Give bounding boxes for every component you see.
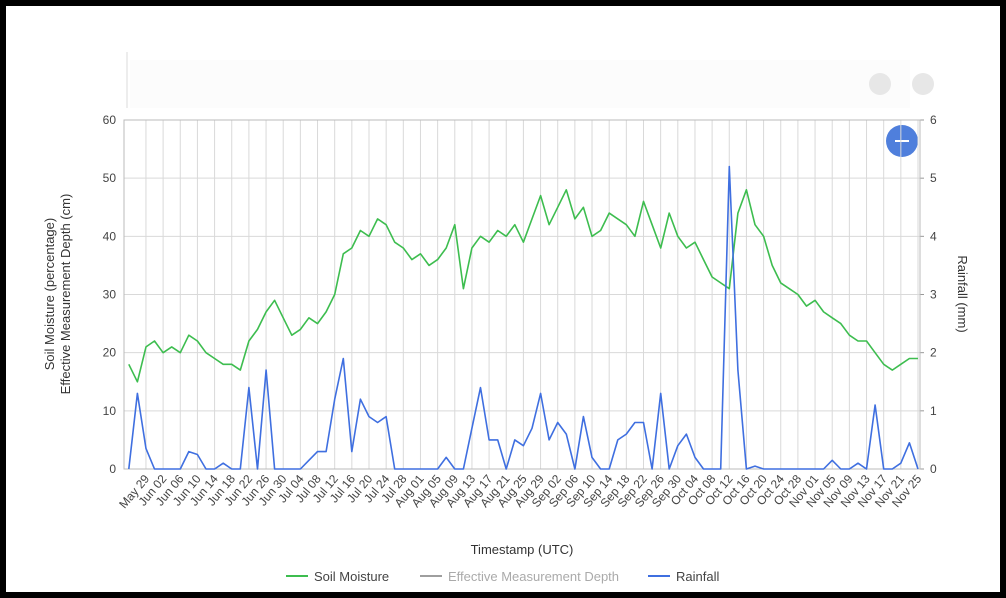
legend-label: Soil Moisture [314, 569, 389, 584]
y-tick-label: 40 [103, 229, 117, 243]
legend-item[interactable]: Rainfall [648, 569, 719, 584]
zoom-out-button[interactable] [886, 125, 918, 157]
legend-label: Effective Measurement Depth [448, 569, 619, 584]
legend-label: Rainfall [676, 569, 719, 584]
plot-border [123, 119, 921, 470]
y-tick-label: 60 [103, 113, 117, 127]
y-axis-title-line: Soil Moisture (percentage) [42, 218, 57, 370]
series-line [128, 165, 919, 470]
y2-tick-label: 5 [930, 171, 937, 185]
y-tick-label: 10 [103, 404, 117, 418]
range-navigator[interactable] [126, 52, 934, 108]
y2-tick-label: 0 [930, 462, 937, 476]
y2-tick-label: 2 [930, 346, 937, 360]
y2-tick-label: 3 [930, 288, 937, 302]
y2-tick-label: 1 [930, 404, 937, 418]
y-axis-title-line: Effective Measurement Depth (cm) [58, 194, 73, 395]
x-axis-title: Timestamp (UTC) [471, 542, 574, 557]
y-tick-label: 0 [109, 462, 116, 476]
legend-item[interactable]: Effective Measurement Depth [420, 569, 619, 584]
y-tick-label: 50 [103, 171, 117, 185]
y2-axis-title: Rainfall (mm) [955, 255, 970, 332]
y-axis-title: Soil Moisture (percentage) Effective Mea… [42, 194, 73, 395]
legend-item[interactable]: Soil Moisture [286, 569, 389, 584]
y-tick-label: 20 [103, 346, 117, 360]
y-tick-label: 30 [103, 288, 117, 302]
y2-tick-label: 4 [930, 229, 937, 243]
series-line [128, 189, 918, 383]
y2-tick-label: 6 [930, 113, 937, 127]
